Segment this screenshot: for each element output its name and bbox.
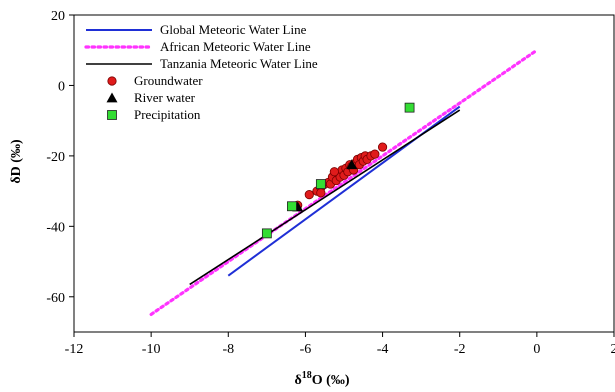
- data-point-circle: [377, 142, 388, 152]
- data-point-circle: [370, 149, 380, 159]
- legend-marker-swatch: [107, 76, 117, 86]
- x-tick-label: -2: [454, 342, 466, 357]
- x-axis-label: δ18O (‰): [295, 370, 350, 388]
- legend-label: Tanzania Meteoric Water Line: [160, 56, 318, 71]
- x-tick-label: -8: [222, 342, 234, 357]
- data-point-square: [287, 201, 297, 212]
- y-tick-label: -40: [46, 220, 65, 235]
- x-tick-label: -10: [142, 342, 161, 357]
- legend-label: African Meteoric Water Line: [160, 39, 311, 54]
- x-tick-label: 2: [611, 342, 615, 357]
- legend-marker-swatch: [106, 92, 118, 103]
- y-axis-label: δD (‰): [9, 139, 24, 184]
- y-tick-label: -20: [46, 150, 65, 165]
- series-line-1: [149, 48, 539, 316]
- axis-labels: δ18O (‰) δD (‰): [9, 139, 350, 388]
- data-point-square: [404, 102, 415, 113]
- x-tick-label: -12: [65, 342, 84, 357]
- legend-label: Global Meteoric Water Line: [160, 22, 307, 37]
- legend-marker-swatch: [107, 110, 117, 120]
- x-tick-label: -6: [300, 342, 312, 357]
- data-point-circle: [304, 190, 314, 200]
- data-point-triangle: [346, 159, 358, 170]
- x-tick-label: -4: [377, 342, 389, 357]
- legend-label: Groundwater: [134, 73, 203, 88]
- data-point-circle: [329, 167, 339, 177]
- series-lines: [149, 48, 539, 316]
- data-point-square: [315, 179, 326, 189]
- legend-label: Precipitation: [134, 107, 201, 122]
- x-tick-label: 0: [533, 342, 540, 357]
- series-points: [261, 102, 415, 239]
- legend: Global Meteoric Water Line African Meteor…: [84, 22, 318, 122]
- data-point-square: [261, 228, 272, 239]
- y-tick-label: -60: [46, 291, 65, 306]
- data-point-circle: [316, 188, 326, 198]
- series-line-2: [189, 109, 461, 286]
- plot-frame: [73, 14, 615, 333]
- y-tick-label: 0: [58, 79, 65, 94]
- legend-label: River water: [134, 90, 196, 105]
- y-tick-label: 20: [51, 9, 65, 24]
